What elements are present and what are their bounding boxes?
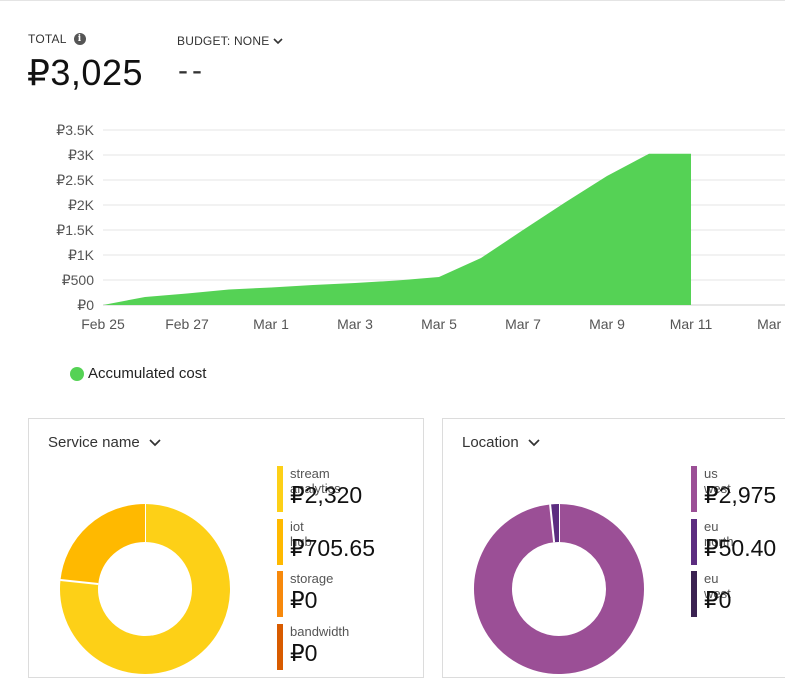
x-axis: Feb 25 Feb 27 Mar 1 Mar 3 Mar 5 Mar 7 Mar 9 Mar… [81,316,785,332]
service-name-dropdown[interactable]: Service name [48,434,161,451]
service-donut-chart [45,489,245,689]
y-tick-label: ₽1.5K [56,222,94,238]
total-label-text: TOTAL [28,32,67,46]
y-tick-label: ₽3K [68,147,95,163]
top-divider [0,0,785,1]
chart-area [103,154,691,305]
y-tick-label: ₽2.5K [56,172,94,188]
legend-color-bar [277,466,283,512]
legend-color-bar [691,466,697,512]
x-tick-label: Mar 1 [253,316,289,332]
budget-label-text: BUDGET: NONE [177,34,269,48]
legend-item-value: ₽2,320 [290,482,362,509]
x-tick-label: Mar 1 [757,316,785,332]
y-tick-label: ₽500 [62,272,94,288]
y-tick-label: ₽3.5K [56,122,94,138]
service-panel-title: Service name [48,434,140,451]
x-tick-label: Feb 25 [81,316,125,332]
location-dropdown[interactable]: Location [462,434,540,451]
y-tick-label: ₽1K [68,247,95,263]
total-value: ₽3,025 [27,52,143,94]
x-tick-label: Feb 27 [165,316,209,332]
budget-value: -- [178,54,206,88]
accumulated-cost-area [103,154,691,305]
info-icon[interactable]: i [74,33,86,45]
legend-swatch [70,367,84,381]
x-tick-label: Mar 11 [670,316,713,332]
x-tick-label: Mar 5 [421,316,457,332]
legend-item-value: ₽50.40 [704,535,776,562]
chevron-down-icon [528,439,540,447]
legend-color-bar [691,571,697,617]
legend-item-name: storage [290,571,333,586]
chevron-down-icon [149,439,161,447]
x-tick-label: Mar 3 [337,316,373,332]
location-donut-chart [459,489,659,689]
legend-color-bar [277,624,283,670]
chevron-down-icon [273,38,283,45]
donut-slice[interactable] [493,523,625,655]
chart-legend[interactable]: Accumulated cost [70,365,206,382]
legend-color-bar [691,519,697,565]
legend-item-value: ₽0 [290,587,317,614]
x-tick-label: Mar 7 [505,316,541,332]
legend-item-value: ₽705.65 [290,535,375,562]
y-tick-label: ₽2K [68,197,95,213]
y-tick-label: ₽0 [77,297,94,313]
x-tick-label: Mar 9 [589,316,625,332]
legend-color-bar [277,571,283,617]
legend-item-value: ₽2,975 [704,482,776,509]
budget-dropdown[interactable]: BUDGET: NONE [177,34,283,48]
legend-item-name: bandwidth [290,624,349,639]
legend-label: Accumulated cost [88,365,206,382]
y-axis: ₽0 ₽500 ₽1K ₽1.5K ₽2K ₽2.5K ₽3K ₽3.5K [56,122,94,313]
total-label: TOTAL i [28,32,86,46]
legend-item-value: ₽0 [704,587,731,614]
legend-color-bar [277,519,283,565]
donut-slice[interactable] [79,523,145,582]
legend-item-value: ₽0 [290,640,317,667]
location-panel-title: Location [462,434,519,451]
